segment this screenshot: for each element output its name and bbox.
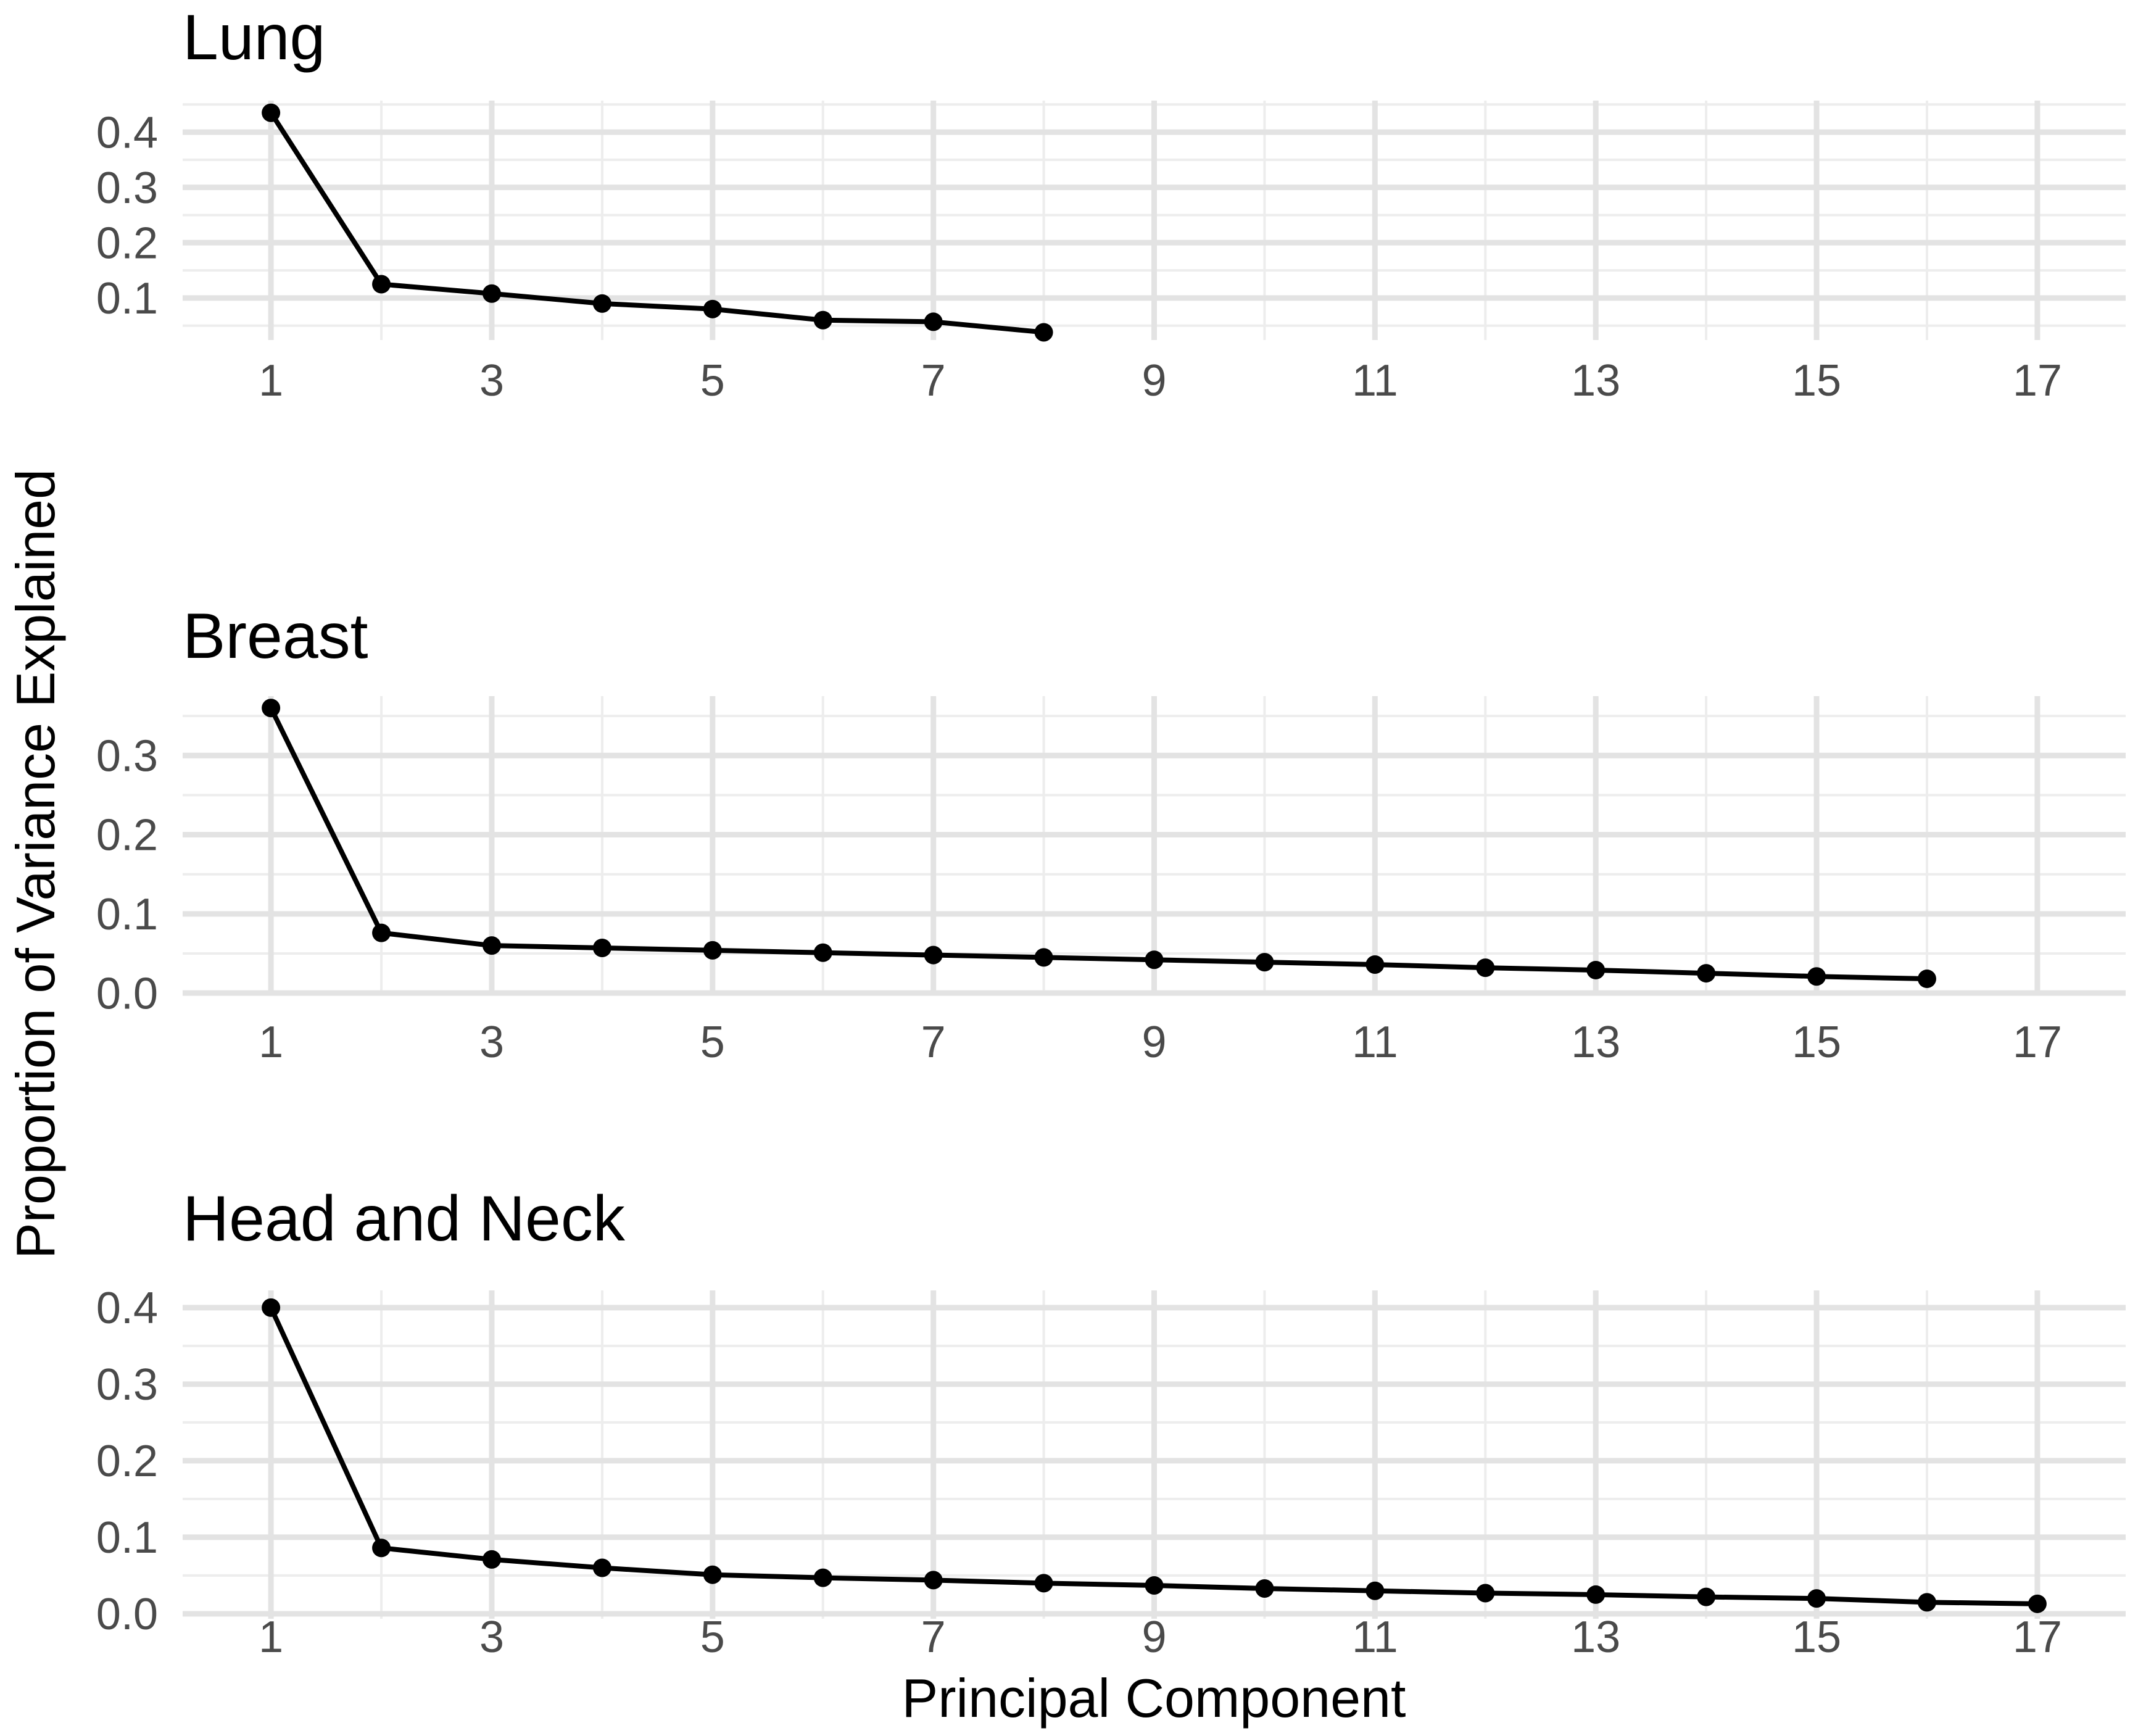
plot-area-head-and-neck: 0.00.10.20.30.41 3 5 7 9 11 13 15 17 — [96, 1284, 2126, 1662]
x-axis-tick-label: 9 — [1142, 1613, 1166, 1662]
data-point — [1586, 960, 1606, 979]
data-point — [1145, 950, 1164, 970]
data-point — [703, 941, 722, 960]
data-point — [592, 294, 611, 313]
x-axis-tick-label: 15 — [1792, 356, 1841, 405]
data-point — [703, 1565, 722, 1584]
x-axis-tick-label: 1 — [259, 1613, 283, 1662]
panel-head-and-neck: Head and Neck 0.00.10.20.30.41 3 5 7 9 11 13 15… — [96, 1183, 2126, 1662]
data-point — [372, 923, 391, 942]
data-point — [1145, 1576, 1164, 1595]
y-axis-tick-label: 0.0 — [96, 1590, 158, 1639]
panel-lung: Lung 0.10.20.30.41 3 5 7 9 11 13 15 17 — [96, 2, 2126, 405]
data-point — [813, 310, 832, 330]
data-point — [1255, 953, 1274, 972]
x-axis-title: Principal Component — [902, 1667, 1406, 1729]
x-axis-tick-label: 7 — [921, 356, 946, 405]
y-axis-tick-label: 0.2 — [96, 811, 158, 860]
x-axis-tick-label: 13 — [1571, 1018, 1620, 1067]
x-axis-tick-label: 13 — [1571, 1613, 1620, 1662]
x-axis-tick-label: 11 — [1352, 356, 1398, 405]
data-point — [2028, 1594, 2047, 1613]
y-axis-tick-label: 0.3 — [96, 731, 158, 781]
series-line — [268, 110, 1046, 335]
data-point — [813, 943, 832, 962]
y-axis-tick-label: 0.2 — [96, 1437, 158, 1486]
y-axis-tick-label: 0.3 — [96, 164, 158, 213]
x-axis-tick-label: 15 — [1792, 1613, 1841, 1662]
y-axis-title: Proportion of Variance Explained — [5, 469, 66, 1259]
x-axis-tick-label: 17 — [2013, 356, 2062, 405]
data-point — [924, 945, 943, 965]
plot-area-lung: 0.10.20.30.41 3 5 7 9 11 13 15 17 — [96, 101, 2126, 405]
x-axis-tick-label: 7 — [921, 1613, 946, 1662]
panel-title-breast: Breast — [183, 600, 368, 672]
y-axis-tick-label: 0.4 — [96, 1284, 158, 1333]
y-axis-tick-label: 0.1 — [96, 274, 158, 323]
y-axis-tick-label: 0.4 — [96, 108, 158, 157]
data-point — [1586, 1585, 1606, 1604]
x-axis-tick-label: 7 — [921, 1018, 946, 1067]
data-point — [924, 1571, 943, 1590]
y-axis-tick-label: 0.1 — [96, 890, 158, 939]
x-axis-tick-label: 17 — [2013, 1613, 2062, 1662]
data-point — [1807, 967, 1826, 986]
x-axis-tick-label: 3 — [479, 1613, 504, 1662]
x-axis-tick-label: 5 — [700, 1018, 725, 1067]
x-axis-tick-label: 5 — [700, 356, 725, 405]
x-axis-tick-label: 17 — [2013, 1018, 2062, 1067]
data-point — [262, 1298, 281, 1317]
data-point — [592, 939, 611, 958]
y-axis-tick-label: 0.1 — [96, 1513, 158, 1563]
data-point — [1807, 1589, 1826, 1608]
panel-title-lung: Lung — [183, 2, 325, 73]
x-axis-tick-label: 11 — [1352, 1613, 1398, 1662]
data-point — [1697, 964, 1716, 983]
data-point — [1365, 1581, 1385, 1600]
x-axis-tick-label: 9 — [1142, 356, 1166, 405]
x-axis-tick-label: 1 — [259, 356, 283, 405]
data-point — [924, 312, 943, 331]
y-axis-tick-label: 0.0 — [96, 969, 158, 1018]
x-axis-tick-label: 3 — [479, 356, 504, 405]
x-axis-tick-label: 3 — [479, 1018, 504, 1067]
y-axis-tick-label: 0.2 — [96, 218, 158, 268]
data-point — [592, 1558, 611, 1577]
data-point — [262, 699, 281, 718]
data-point — [482, 1550, 501, 1569]
x-axis-tick-label: 13 — [1571, 356, 1620, 405]
plot-area-breast: 0.00.10.20.31 3 5 7 9 11 13 15 17 — [96, 696, 2126, 1067]
data-point — [1034, 1574, 1053, 1593]
x-axis-tick-label: 9 — [1142, 1018, 1166, 1067]
x-axis-tick-label: 1 — [259, 1018, 283, 1067]
data-point — [1255, 1579, 1274, 1598]
x-axis-tick-label: 5 — [700, 1613, 725, 1662]
panel-breast: Breast 0.00.10.20.31 3 5 7 9 11 13 15 17 — [96, 600, 2126, 1067]
data-point — [1917, 970, 1936, 989]
series-line — [268, 705, 1929, 982]
panel-title-head-and-neck: Head and Neck — [183, 1183, 626, 1255]
x-axis-tick-label: 11 — [1352, 1018, 1398, 1067]
y-axis-tick-label: 0.3 — [96, 1360, 158, 1410]
data-point — [1034, 948, 1053, 967]
data-point — [372, 1539, 391, 1558]
data-point — [262, 103, 281, 122]
data-point — [482, 936, 501, 955]
data-point — [1476, 958, 1495, 978]
data-point — [703, 299, 722, 318]
data-point — [1917, 1593, 1936, 1612]
data-point — [482, 284, 501, 303]
data-point — [1697, 1587, 1716, 1606]
data-point — [1034, 323, 1053, 342]
data-point — [372, 275, 391, 294]
data-point — [813, 1568, 832, 1587]
data-point — [1476, 1584, 1495, 1603]
x-axis-tick-label: 15 — [1792, 1018, 1841, 1067]
data-point — [1365, 955, 1385, 974]
